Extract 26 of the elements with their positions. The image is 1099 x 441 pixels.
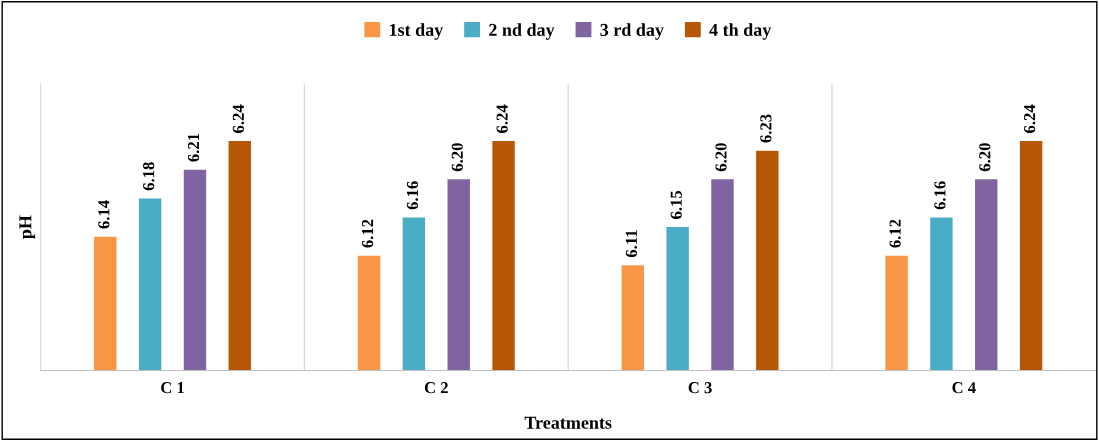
data-label: 6.24 xyxy=(496,104,508,133)
data-label: 6.14 xyxy=(98,200,110,229)
data-label: 6.24 xyxy=(1024,104,1036,133)
data-label: 6.20 xyxy=(451,143,463,172)
data-label: 6.12 xyxy=(889,219,901,248)
data-label: 6.21 xyxy=(187,133,200,162)
data-label: 6.24 xyxy=(232,104,245,133)
data-label: 6.20 xyxy=(979,143,991,172)
data-label: 6.15 xyxy=(670,190,682,219)
x-tick-label: C 1 xyxy=(161,382,184,394)
data-label: 6.11 xyxy=(625,230,638,258)
x-tick-label: C 4 xyxy=(952,382,976,394)
data-label: 6.20 xyxy=(715,143,727,172)
x-axis-title: Treatments xyxy=(524,416,612,429)
x-tick-label: C 2 xyxy=(424,382,448,394)
data-label: 6.16 xyxy=(406,181,419,210)
legend-label: 4 th day xyxy=(709,23,772,40)
legend-label: 1st day xyxy=(390,23,444,40)
legend-label: 3 rd day xyxy=(600,23,664,40)
y-axis-title: pH xyxy=(19,215,36,239)
data-label: 6.16 xyxy=(934,181,946,210)
data-label: 6.23 xyxy=(760,114,772,143)
x-tick-label: C 3 xyxy=(688,382,712,394)
data-label: 6.12 xyxy=(362,219,374,248)
legend-label: 2 nd day xyxy=(489,23,555,40)
data-label: 6.18 xyxy=(143,162,155,191)
